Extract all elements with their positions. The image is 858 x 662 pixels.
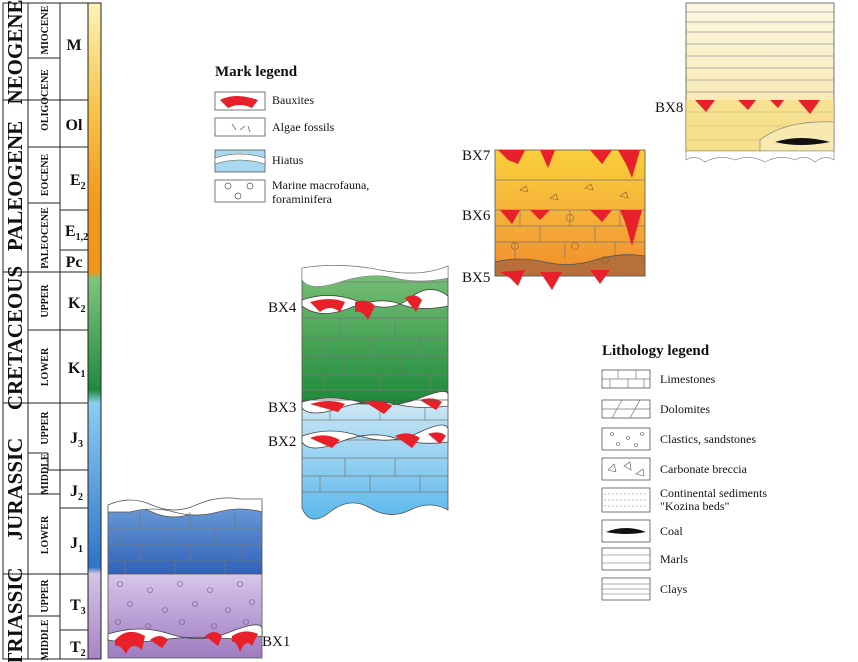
coal-symbol <box>606 528 646 534</box>
stage-m: M <box>66 37 81 54</box>
label-bx3: BX3 <box>268 400 296 416</box>
jurassic-dolomite <box>301 399 449 520</box>
legend-algae: Algae fossils <box>272 120 335 134</box>
legend-clays: Clays <box>660 582 688 596</box>
period-paleogene: PALEOGENE <box>3 121 27 251</box>
stage-pc: Pc <box>66 254 83 271</box>
time-scale: NEOGENE PALEOGENE CRETACEOUS JURASSIC TR… <box>2 0 102 662</box>
stage-k2: K2 <box>68 295 85 315</box>
macrofauna-symbol <box>224 182 254 200</box>
mark-legend: Mark legend Bauxites Algae fossils Hiatu… <box>214 64 369 206</box>
stage-j3: J3 <box>70 430 83 450</box>
epoch-paleocene: PALEOCENE <box>40 207 51 269</box>
epoch-eocene: EOCENE <box>40 154 51 197</box>
epoch-oligocene: OLIGOCENE <box>40 69 51 131</box>
legend-foraminifera: foraminifera <box>272 192 333 206</box>
stage-e2: E2 <box>70 172 86 192</box>
limestone-symbol <box>602 370 650 388</box>
mark-legend-title: Mark legend <box>215 64 298 80</box>
epoch-middle-jurassic: MIDDLE <box>40 453 51 494</box>
hiatus-symbol <box>214 153 266 165</box>
section-column-2 <box>301 265 449 520</box>
bauxite-symbol <box>220 96 258 108</box>
epoch-miocene: MIOCENE <box>40 5 51 54</box>
label-bx7: BX7 <box>462 148 491 164</box>
period-neogene: NEOGENE <box>3 0 27 105</box>
legend-hiatus: Hiatus <box>272 153 304 167</box>
label-bx6: BX6 <box>462 208 491 224</box>
stage-k1: K1 <box>68 360 85 380</box>
epoch-lower-jurassic: LOWER <box>40 515 51 554</box>
stage-e12: E1,2 <box>65 223 88 243</box>
label-bx8: BX8 <box>655 100 683 116</box>
legend-limestones: Limestones <box>660 372 716 386</box>
epoch-upper-triassic: UPPER <box>40 579 51 613</box>
section-column-4 <box>685 2 835 163</box>
stage-j1: J1 <box>70 535 83 555</box>
legend-continental: Continental sediments <box>660 486 767 500</box>
stage-j2: J2 <box>70 483 83 503</box>
legend-dolomites: Dolomites <box>660 402 710 416</box>
period-jurassic: JURASSIC <box>3 438 27 541</box>
legend-coal: Coal <box>660 524 683 538</box>
period-triassic: TRIASSIC <box>3 567 27 662</box>
algae-symbol <box>231 123 251 133</box>
legend-marls: Marls <box>660 552 688 566</box>
legend-macrofauna: Marine macrofauna, <box>272 178 369 192</box>
epoch-lower-cretaceous: LOWER <box>40 347 51 386</box>
label-bx2: BX2 <box>268 434 296 450</box>
dolomite-symbol <box>602 399 650 419</box>
section-column-1 <box>107 497 263 659</box>
legend-clastics: Clastics, sandstones <box>660 432 756 446</box>
label-bx5: BX5 <box>462 270 490 286</box>
marl-symbol <box>602 554 650 564</box>
stage-t3: T3 <box>70 597 86 617</box>
section-column-3 <box>494 149 646 290</box>
lower-jurassic-limestone <box>107 504 263 575</box>
legend-kozina: "Kozina beds" <box>660 499 730 513</box>
legend-breccia: Carbonate breccia <box>660 462 748 476</box>
lithology-legend: Lithology legend Limestones Dolomites Cl… <box>601 343 767 601</box>
stage-ol: Ol <box>66 117 83 134</box>
epoch-upper-cretaceous: UPPER <box>40 284 51 318</box>
stage-t2: T2 <box>70 639 86 659</box>
lithology-legend-title: Lithology legend <box>602 343 710 359</box>
clastics-symbol <box>610 432 644 447</box>
legend-bauxites: Bauxites <box>272 93 314 107</box>
continental-symbol <box>604 493 648 507</box>
epoch-middle-triassic: MIDDLE <box>40 619 51 660</box>
clay-symbol <box>602 583 650 595</box>
period-cretaceous: CRETACEOUS <box>3 266 27 410</box>
label-bx4: BX4 <box>268 300 297 316</box>
breccia-symbol <box>607 461 645 477</box>
epoch-upper-jurassic: UPPER <box>40 411 51 445</box>
label-bx1: BX1 <box>262 634 290 650</box>
